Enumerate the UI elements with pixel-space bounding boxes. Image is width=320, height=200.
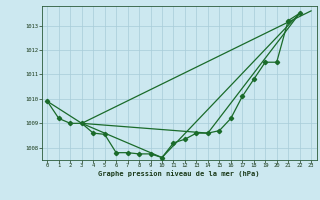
X-axis label: Graphe pression niveau de la mer (hPa): Graphe pression niveau de la mer (hPa) [99, 170, 260, 177]
